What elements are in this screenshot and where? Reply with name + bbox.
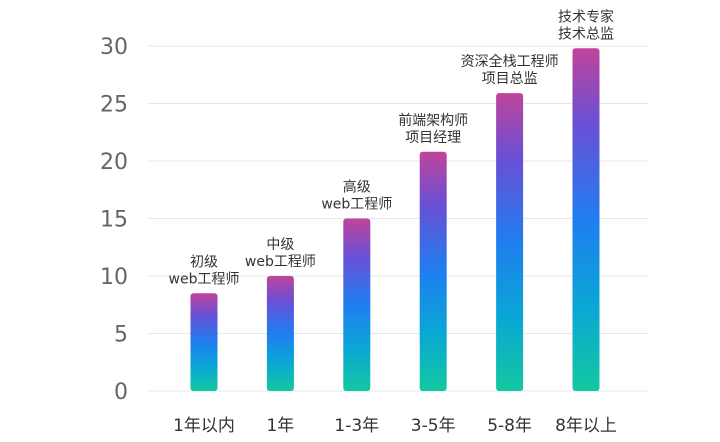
y-tick-label: 25	[100, 93, 128, 118]
bar-annotations: 初级web工程师中级web工程师高级web工程师前端架构师项目经理资深全栈工程师…	[169, 8, 614, 287]
bar	[343, 218, 371, 391]
y-axis-ticks: 0 5 10 15 20 25 30	[100, 35, 128, 405]
bar-annotation: 项目总监	[482, 71, 538, 87]
y-tick-label: 10	[100, 265, 128, 290]
bar-annotation: web工程师	[321, 197, 392, 213]
y-tick-label: 30	[100, 35, 128, 60]
y-tick-label: 5	[114, 323, 128, 348]
gridlines	[148, 45, 648, 392]
y-tick-label: 15	[100, 208, 128, 233]
x-tick-label: 5-8年	[487, 416, 532, 436]
y-tick-label: 0	[114, 380, 128, 405]
x-tick-label: 1年以内	[173, 416, 235, 436]
bar-annotation: 前端架构师	[398, 112, 468, 129]
bar	[496, 93, 524, 392]
bar-annotation: 高级	[343, 179, 371, 196]
x-tick-label: 8年以上	[555, 416, 617, 436]
x-tick-label: 3-5年	[411, 416, 456, 436]
bar	[190, 293, 218, 391]
bar	[419, 151, 447, 391]
bar	[572, 48, 600, 392]
bar-annotation: 资深全栈工程师	[461, 53, 559, 70]
bar-annotation: 技术专家	[558, 8, 614, 25]
bar	[266, 276, 294, 391]
bar-annotation: web工程师	[169, 271, 240, 287]
bar-annotation: 中级	[266, 237, 294, 253]
y-tick-label: 20	[100, 150, 128, 175]
x-axis-ticks: 1年以内 1年 1-3年 3-5年 5-8年 8年以上	[173, 416, 617, 436]
bar-annotation: web工程师	[245, 254, 316, 270]
bar-annotation: 初级	[190, 253, 218, 270]
bars	[190, 48, 600, 392]
bar-annotation: 技术总监	[558, 26, 614, 42]
x-tick-label: 1年	[266, 416, 294, 436]
bar-annotation: 项目经理	[405, 130, 461, 146]
x-tick-label: 1-3年	[334, 416, 379, 436]
